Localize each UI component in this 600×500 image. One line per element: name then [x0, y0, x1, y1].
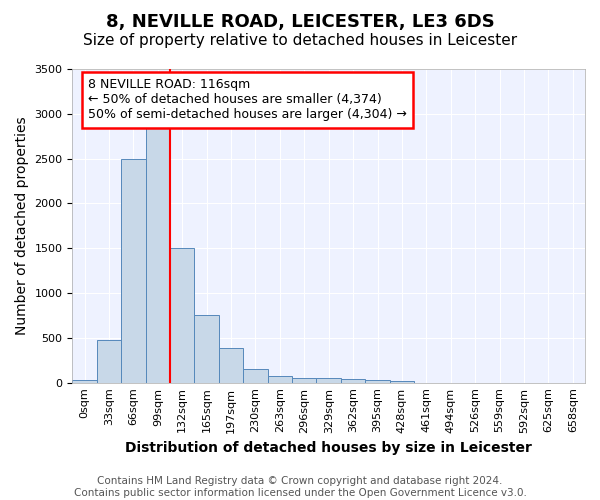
Bar — [73, 380, 97, 382]
Bar — [146, 128, 170, 382]
X-axis label: Distribution of detached houses by size in Leicester: Distribution of detached houses by size … — [125, 441, 532, 455]
Bar — [292, 378, 316, 382]
Text: Size of property relative to detached houses in Leicester: Size of property relative to detached ho… — [83, 32, 517, 48]
Y-axis label: Number of detached properties: Number of detached properties — [15, 116, 29, 335]
Bar — [121, 158, 146, 382]
Bar — [194, 316, 219, 382]
Bar — [365, 380, 390, 382]
Bar — [341, 379, 365, 382]
Bar — [316, 378, 341, 382]
Bar — [97, 340, 121, 382]
Bar — [243, 369, 268, 382]
Bar — [268, 376, 292, 382]
Text: Contains HM Land Registry data © Crown copyright and database right 2024.
Contai: Contains HM Land Registry data © Crown c… — [74, 476, 526, 498]
Bar — [219, 348, 243, 382]
Bar — [170, 248, 194, 382]
Text: 8 NEVILLE ROAD: 116sqm
← 50% of detached houses are smaller (4,374)
50% of semi-: 8 NEVILLE ROAD: 116sqm ← 50% of detached… — [88, 78, 407, 122]
Text: 8, NEVILLE ROAD, LEICESTER, LE3 6DS: 8, NEVILLE ROAD, LEICESTER, LE3 6DS — [106, 12, 494, 30]
